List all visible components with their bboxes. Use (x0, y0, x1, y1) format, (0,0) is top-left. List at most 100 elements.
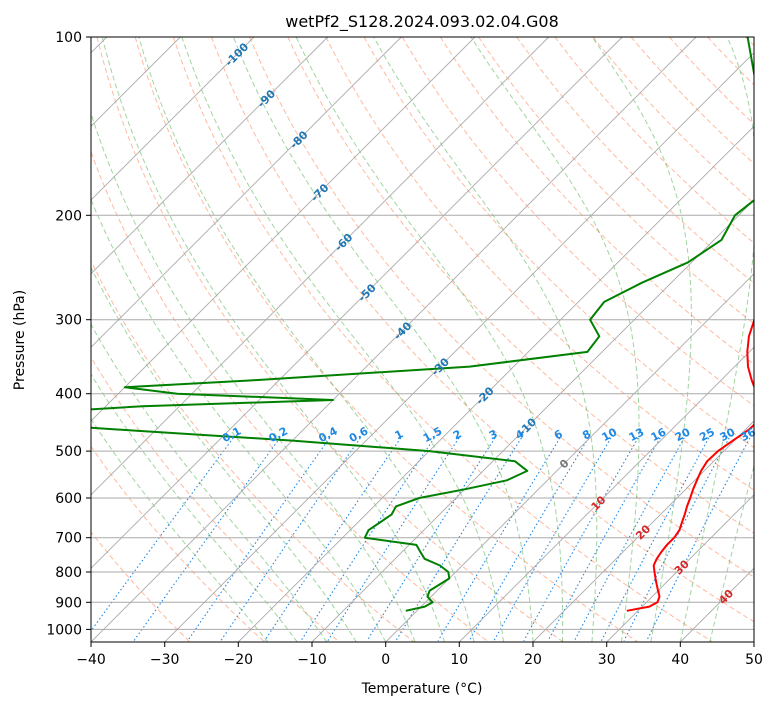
isotherm-line (91, 37, 550, 496)
dry-adiabat (516, 37, 754, 284)
mixing-ratio-label: 25 (697, 425, 717, 444)
moist-adiabat (138, 37, 475, 642)
y-axis-label: Pressure (hPa) (12, 290, 28, 390)
x-tick-label: −40 (76, 652, 106, 668)
dry-adiabat (91, 259, 415, 642)
mixing-ratio-line (468, 437, 589, 642)
dry-adiabat (401, 37, 754, 407)
dry-adiabat (91, 356, 340, 642)
mixing-ratio-line (493, 437, 612, 642)
chart-title: wetPf2_S128.2024.093.02.04.G08 (285, 12, 559, 32)
moist-adiabat (679, 37, 754, 642)
x-tick-label: 20 (524, 652, 542, 668)
dry-adiabat (554, 37, 754, 244)
moist-adiabat (91, 266, 357, 642)
mixing-ratio-line (264, 437, 402, 642)
moist-adiabat (232, 37, 534, 642)
mixing-ratio-line (133, 437, 281, 642)
moist-adiabat (91, 323, 328, 642)
dry-adiabat (91, 445, 265, 642)
isotherm-line (753, 641, 754, 642)
mixing-ratio-line (601, 437, 710, 642)
dewpoint-line (91, 37, 754, 612)
isotherm-gridlines (91, 37, 754, 642)
y-tick-label: 800 (55, 565, 82, 581)
x-axis-ticks: −40 −30 −20 −10 0 10 20 30 40 50 (76, 642, 763, 668)
temperature-line (626, 317, 754, 612)
mixing-ratio-label: 30 (718, 425, 738, 444)
plot-frame (90, 36, 755, 643)
moist-adiabat (91, 198, 387, 642)
x-tick-label: 40 (671, 652, 689, 668)
x-tick-label: −20 (224, 652, 254, 668)
isotherm-line (91, 37, 329, 275)
isotherm-line (91, 37, 697, 642)
mixing-ratio-label: 13 (627, 425, 647, 444)
dry-adiabat (630, 37, 754, 165)
mixing-ratio-label: 10 (600, 425, 620, 444)
x-axis-label: Temperature (°C) (361, 681, 483, 697)
moist-adiabat (91, 418, 269, 642)
x-tick-label: −30 (150, 652, 180, 668)
dry-adiabat (249, 37, 754, 578)
isotherm-line (311, 199, 754, 642)
moist-adiabats (91, 37, 754, 642)
dry-adiabat (287, 37, 754, 534)
mixing-ratio-line (327, 437, 460, 642)
sounding-series (91, 37, 754, 612)
dry-adiabat (96, 37, 564, 642)
isotherm-line (91, 37, 476, 422)
mixing-ratio-label: 36 (738, 425, 758, 444)
y-tick-label: 500 (55, 444, 82, 460)
y-tick-label: 900 (55, 595, 82, 611)
y-tick-label: 300 (55, 313, 82, 329)
y-tick-label: 200 (55, 208, 82, 224)
isotherm-line (91, 37, 255, 201)
x-tick-label: 0 (381, 652, 390, 668)
moist-adiabat (373, 37, 598, 642)
y-tick-label: 100 (55, 30, 82, 46)
x-tick-label: 10 (450, 652, 468, 668)
plot-content (91, 37, 754, 642)
mixing-ratio-line (623, 437, 730, 642)
y-tick-label: 600 (55, 491, 82, 507)
isotherm-line (458, 346, 754, 642)
isotherm-line (385, 273, 754, 642)
plot-area (91, 37, 754, 642)
dry-adiabat (134, 37, 639, 642)
isotherm-line (91, 37, 402, 348)
mixing-ratio-line (300, 437, 435, 642)
mixing-ratio-line (523, 437, 639, 642)
dry-adiabat (439, 37, 754, 366)
dry-adiabats (91, 37, 754, 642)
mixing-ratio-line (646, 437, 751, 642)
y-tick-label: 400 (55, 387, 82, 403)
x-tick-label: 50 (745, 652, 763, 668)
moist-adiabat (709, 464, 754, 642)
y-tick-label: 1000 (46, 622, 82, 638)
dry-adiabat (211, 37, 754, 623)
moist-adiabat (295, 37, 564, 642)
dry-adiabat (325, 37, 754, 491)
mixing-ratio-label: 16 (649, 425, 669, 444)
x-tick-label: −10 (297, 652, 327, 668)
mixing-ratio-line (437, 437, 561, 642)
moist-adiabat (181, 37, 504, 642)
y-axis-ticks: 100 200 300 400 500 600 700 800 900 1000 (46, 30, 91, 638)
mixing-ratio-line (220, 437, 361, 642)
moist-adiabat (101, 37, 446, 642)
isotherm-line (91, 37, 623, 569)
isotherm-line (606, 494, 754, 642)
isotherm-line (532, 420, 754, 642)
dry-adiabat (172, 37, 713, 642)
mixing-ratio-line (547, 437, 661, 642)
moist-adiabat (470, 37, 640, 642)
isotherm-line (237, 125, 754, 642)
mixing-ratio-lines (91, 437, 751, 642)
x-tick-label: 30 (598, 652, 616, 668)
y-tick-label: 700 (55, 531, 82, 547)
mixing-ratio-label: 20 (673, 425, 693, 444)
isotherm-line (164, 52, 754, 642)
moist-adiabat (91, 373, 298, 642)
